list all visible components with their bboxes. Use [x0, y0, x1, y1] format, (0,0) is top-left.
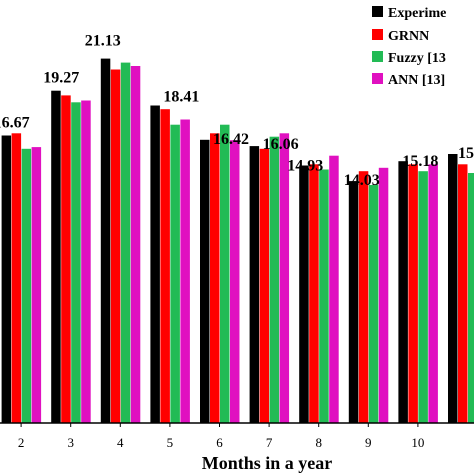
bar-month-5-series-0	[150, 105, 160, 423]
bar-month-6-series-1	[210, 133, 220, 424]
bar-month-11-series-1	[458, 164, 468, 424]
x-tick-label-3: 3	[67, 435, 74, 450]
bar-month-11-series-0	[448, 154, 458, 423]
x-tick-label-8: 8	[315, 435, 322, 450]
x-tick-label-5: 5	[167, 435, 174, 450]
bar-month-7-series-3	[279, 133, 290, 424]
bar-month-8-series-3	[329, 155, 339, 423]
bar-month-2-series-2	[21, 148, 32, 424]
bar-month-8-series-2	[319, 169, 329, 423]
bar-month-4-series-1	[110, 69, 121, 423]
bar-month-6-series-2	[220, 124, 230, 423]
bar-month-7-series-1	[259, 148, 270, 424]
x-ticks-layer: 2 3 4 5 6 7 8 9 10	[18, 423, 424, 450]
bar-month-8-series-1	[309, 164, 319, 424]
legend-label-2: Fuzzy [13	[388, 51, 446, 66]
bar-month-2-series-0	[1, 135, 12, 423]
data-label-month-2: 16.67	[0, 115, 30, 132]
legend-swatch-0	[372, 6, 383, 17]
data-label-month-6: 16.42	[213, 131, 249, 148]
bar-month-4-series-0	[100, 58, 111, 423]
bar-month-5-series-3	[180, 119, 190, 423]
bar-month-9-series-3	[378, 167, 389, 423]
bar-month-4-series-2	[120, 62, 131, 423]
legend-swatch-2	[372, 51, 383, 62]
data-label-month-5: 18.41	[163, 89, 199, 106]
bar-month-10-series-0	[398, 161, 408, 423]
legend-label-0: Experime	[388, 6, 446, 21]
x-tick-label-10: 10	[411, 435, 424, 450]
bar-month-4-series-3	[130, 66, 141, 423]
data-labels-layer: 116.6719.2721.1318.4116.4216.0614.9314.0…	[0, 33, 474, 190]
bar-month-10-series-3	[428, 164, 438, 424]
bar-month-7-series-2	[269, 136, 280, 423]
bar-month-2-series-3	[31, 147, 42, 423]
bar-month-2-series-1	[11, 133, 22, 424]
bar-month-3-series-2	[71, 102, 81, 424]
bar-month-9-series-0	[348, 181, 359, 423]
data-label-month-11: 15.	[458, 145, 474, 162]
bar-month-7-series-0	[249, 146, 260, 423]
bars-layer	[1, 58, 474, 424]
bar-month-11-series-2	[468, 173, 474, 423]
x-tick-label-6: 6	[216, 435, 223, 450]
x-axis-title: Months in a year	[202, 453, 333, 473]
x-tick-label-7: 7	[266, 435, 273, 450]
legend: Experime GRNN Fuzzy [13 ANN [13]	[372, 6, 446, 88]
bar-month-10-series-2	[418, 171, 428, 423]
data-label-month-3: 19.27	[43, 70, 79, 87]
bar-month-5-series-1	[160, 109, 170, 423]
legend-swatch-1	[372, 29, 383, 40]
bar-month-9-series-1	[358, 171, 369, 423]
bar-month-6-series-3	[230, 140, 240, 423]
bar-month-10-series-1	[408, 164, 418, 424]
x-tick-label-9: 9	[365, 435, 372, 450]
bar-month-3-series-1	[61, 95, 71, 424]
bar-month-9-series-2	[368, 185, 379, 423]
legend-label-1: GRNN	[388, 29, 429, 44]
data-label-month-9: 14.03	[344, 172, 380, 189]
data-label-month-8: 14.93	[287, 158, 323, 175]
data-label-month-7: 16.06	[263, 136, 299, 153]
bar-month-3-series-0	[51, 90, 61, 423]
legend-label-3: ANN [13]	[388, 73, 445, 88]
bar-month-6-series-0	[200, 139, 210, 424]
bar-month-5-series-2	[170, 124, 180, 423]
legend-swatch-3	[372, 73, 383, 84]
bar-month-8-series-0	[299, 165, 309, 423]
x-tick-label-4: 4	[117, 435, 124, 450]
bar-month-3-series-3	[81, 100, 91, 423]
x-tick-label-2: 2	[18, 435, 25, 450]
data-label-month-10: 15.18	[402, 153, 438, 170]
data-label-month-4: 21.13	[85, 33, 121, 50]
